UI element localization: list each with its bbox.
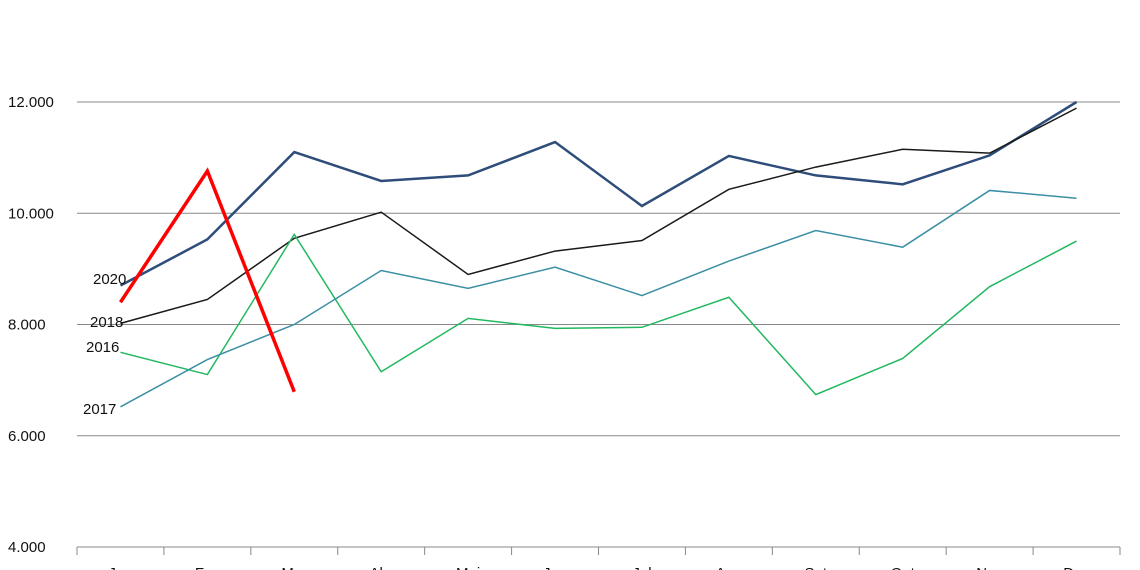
- x-tick-label: Abr: [370, 565, 393, 570]
- series-line: [120, 107, 1077, 325]
- y-tick-label: 8.000: [8, 317, 46, 334]
- series-line: [119, 100, 1078, 287]
- x-tick-label: Fev: [195, 565, 221, 570]
- y-tick-label: 6.000: [8, 428, 46, 445]
- y-tick-label: 12.000: [8, 94, 54, 111]
- series-line: [120, 189, 1077, 408]
- y-tick-label: 4.000: [8, 539, 46, 556]
- series-label: 2020: [93, 271, 126, 288]
- series-label: 2018: [90, 314, 123, 331]
- x-tick-label: Jan: [108, 565, 132, 570]
- x-tick-label: Mai: [456, 565, 480, 570]
- x-tick-label: Jul: [632, 565, 651, 570]
- x-tick-label: Out: [891, 565, 916, 570]
- series-label: 2016: [86, 339, 119, 356]
- series-line: [118, 167, 296, 393]
- x-tick-label: Dez: [1063, 565, 1090, 570]
- x-tick-label: Mar: [281, 565, 307, 570]
- x-tick-label: Nov: [976, 565, 1003, 570]
- y-tick-label: 10.000: [8, 205, 54, 222]
- x-tick-label: Jun: [543, 565, 567, 570]
- x-tick-label: Ago: [716, 565, 743, 570]
- series-line: [120, 232, 1077, 396]
- series-label: 2017: [83, 401, 116, 418]
- x-tick-label: Set: [805, 565, 828, 570]
